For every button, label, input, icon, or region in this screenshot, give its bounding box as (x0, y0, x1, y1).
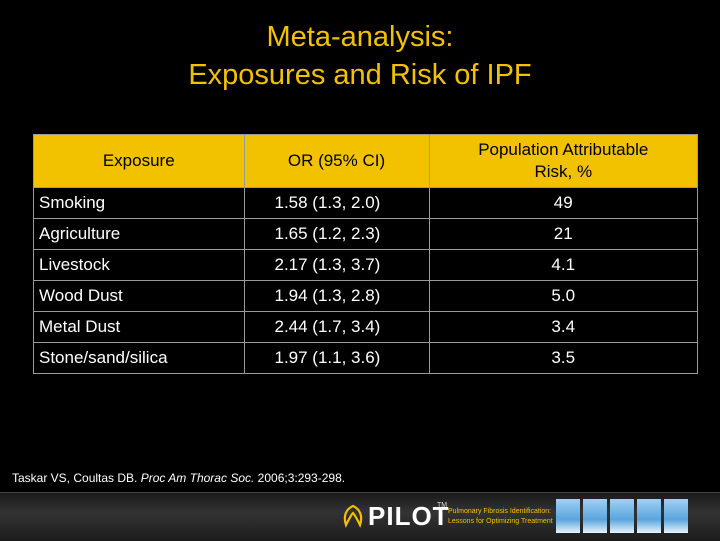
table-row: Smoking 1.58 (1.3, 2.0) 49 (34, 187, 697, 219)
sky-image (556, 499, 691, 538)
header-par-line-1: Population Attributable (478, 140, 649, 159)
cell-exposure: Wood Dust (34, 280, 245, 312)
cell-or: 1.97 (1.1, 3.6) (244, 342, 430, 373)
table-row: Wood Dust 1.94 (1.3, 2.8) 5.0 (34, 280, 697, 312)
header-par: Population Attributable Risk, % (429, 135, 697, 188)
cell-exposure: Smoking (34, 187, 245, 219)
sky-tile (664, 499, 688, 533)
cell-par: 5.0 (429, 280, 697, 312)
table-row: Metal Dust 2.44 (1.7, 3.4) 3.4 (34, 311, 697, 343)
tagline-line-1: Pulmonary Fibrosis Identification: (448, 508, 552, 515)
cell-par: 4.1 (429, 249, 697, 281)
cell-exposure: Stone/sand/silica (34, 342, 245, 373)
citation-details: 2006;3:293-298. (257, 471, 346, 485)
slide-title: Meta-analysis: Exposures and Risk of IPF (0, 18, 720, 94)
cell-exposure: Livestock (34, 249, 245, 281)
title-line-1: Meta-analysis: (266, 21, 454, 53)
cell-or: 2.44 (1.7, 3.4) (244, 311, 430, 343)
cell-or: 1.65 (1.2, 2.3) (244, 218, 430, 250)
sky-tile (556, 499, 580, 533)
table-row: Stone/sand/silica 1.97 (1.1, 3.6) 3.5 (34, 342, 697, 373)
exposure-table: Exposure OR (95% CI) Population Attribut… (33, 134, 698, 374)
sky-tile (610, 499, 634, 533)
sky-tile (583, 499, 607, 533)
cell-par: 21 (429, 218, 697, 250)
pilot-logo-text: PILOT (368, 501, 450, 531)
cell-par: 3.4 (429, 311, 697, 343)
cell-par: 3.5 (429, 342, 697, 373)
header-or: OR (95% CI) (244, 135, 430, 188)
citation-journal: Proc Am Thorac Soc. (140, 471, 255, 485)
cell-exposure: Metal Dust (34, 311, 245, 343)
cell-or: 1.58 (1.3, 2.0) (244, 187, 430, 219)
header-par-line-2: Risk, % (534, 162, 593, 181)
footer-tagline: Pulmonary Fibrosis Identification: Lesso… (448, 507, 558, 527)
sky-tile (637, 499, 661, 533)
cell-or: 2.17 (1.3, 3.7) (244, 249, 430, 281)
trademark: TM (437, 502, 448, 509)
table-row: Livestock 2.17 (1.3, 3.7) 4.1 (34, 249, 697, 281)
cell-par: 49 (429, 187, 697, 219)
cell-exposure: Agriculture (34, 218, 245, 250)
header-exposure: Exposure (34, 135, 245, 188)
title-line-2: Exposures and Risk of IPF (188, 59, 532, 91)
footer-bar: PILOT TM Pulmonary Fibrosis Identificati… (0, 492, 720, 541)
tagline-line-2: Lessons for Optimizing Treatment (448, 518, 553, 525)
citation-authors: Taskar VS, Coultas DB. (12, 471, 138, 485)
cell-or: 1.94 (1.3, 2.8) (244, 280, 430, 312)
table-header-row: Exposure OR (95% CI) Population Attribut… (34, 135, 697, 188)
citation: Taskar VS, Coultas DB. Proc Am Thorac So… (12, 471, 345, 485)
pilot-logo-icon (343, 504, 363, 528)
table-row: Agriculture 1.65 (1.2, 2.3) 21 (34, 218, 697, 250)
